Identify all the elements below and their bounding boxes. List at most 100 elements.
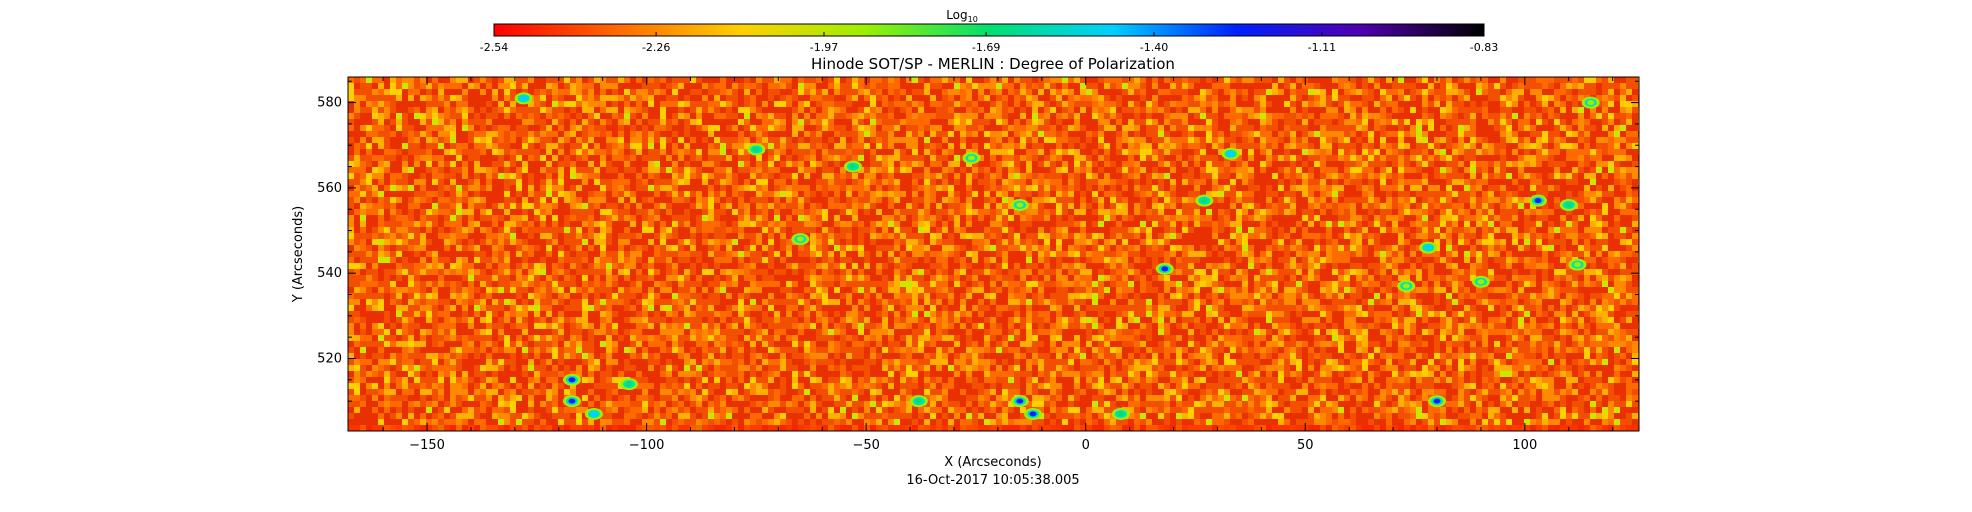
heatmap-cell	[390, 101, 396, 107]
heatmap-cell	[1332, 203, 1338, 209]
heatmap-cell	[1200, 185, 1206, 191]
heatmap-cell	[1494, 77, 1500, 83]
heatmap-cell	[1554, 95, 1560, 101]
heatmap-cell	[834, 95, 840, 101]
heatmap-cell	[1428, 167, 1434, 173]
heatmap-cell	[618, 197, 624, 203]
heatmap-cell	[1548, 191, 1554, 197]
heatmap-cell	[630, 77, 636, 83]
heatmap-cell	[828, 131, 834, 137]
heatmap-cell	[1092, 137, 1098, 143]
heatmap-cell	[1350, 101, 1356, 107]
heatmap-cell	[624, 155, 630, 161]
heatmap-cell	[1332, 209, 1338, 215]
heatmap-cell	[606, 119, 612, 125]
heatmap-cell	[456, 125, 462, 131]
heatmap-cell	[564, 77, 570, 83]
heatmap-cell	[1110, 107, 1116, 113]
heatmap-cell	[1152, 179, 1158, 185]
heatmap-cell	[1206, 191, 1212, 197]
heatmap-cell	[1122, 203, 1128, 209]
heatmap-cell	[1110, 113, 1116, 119]
heatmap-cell	[1446, 161, 1452, 167]
heatmap-cell	[816, 209, 822, 215]
heatmap-cell	[546, 89, 552, 95]
heatmap-cell	[1272, 89, 1278, 95]
heatmap-cell	[1212, 191, 1218, 197]
heatmap-cell	[1362, 185, 1368, 191]
heatmap-cell	[648, 191, 654, 197]
heatmap-cell	[1482, 83, 1488, 89]
heatmap-cell	[540, 131, 546, 137]
heatmap-cell	[738, 83, 744, 89]
heatmap-cell	[1506, 149, 1512, 155]
heatmap-cell	[1338, 155, 1344, 161]
heatmap-cell	[1320, 113, 1326, 119]
heatmap-cell	[1044, 101, 1050, 107]
heatmap-cell	[1374, 161, 1380, 167]
heatmap-cell	[420, 179, 426, 185]
heatmap-cell	[1410, 179, 1416, 185]
heatmap-cell	[600, 89, 606, 95]
heatmap-cell	[1434, 179, 1440, 185]
heatmap-cell	[882, 125, 888, 131]
heatmap-cell	[1554, 125, 1560, 131]
heatmap-cell	[1308, 197, 1314, 203]
heatmap-cell	[942, 209, 948, 215]
heatmap-cell	[1116, 191, 1122, 197]
heatmap-cell	[1170, 197, 1176, 203]
heatmap-cell	[540, 167, 546, 173]
heatmap-cell	[1098, 155, 1104, 161]
heatmap-cell	[1164, 197, 1170, 203]
heatmap-cell	[1416, 143, 1422, 149]
heatmap-cell	[1392, 155, 1398, 161]
heatmap-cell	[906, 95, 912, 101]
heatmap-cell	[1542, 167, 1548, 173]
heatmap-cell	[1284, 185, 1290, 191]
heatmap-cell	[612, 167, 618, 173]
heatmap-cell	[618, 137, 624, 143]
heatmap-cell	[852, 179, 858, 185]
heatmap-cell	[1620, 83, 1626, 89]
heatmap-cell	[696, 161, 702, 167]
heatmap-cell	[780, 119, 786, 125]
heatmap-cell	[480, 197, 486, 203]
heatmap-cell	[486, 107, 492, 113]
heatmap-cell	[1548, 209, 1554, 215]
heatmap-cell	[918, 77, 924, 83]
heatmap-cell	[1302, 125, 1308, 131]
heatmap-cell	[420, 77, 426, 83]
heatmap-cell	[1188, 167, 1194, 173]
heatmap-cell	[708, 161, 714, 167]
heatmap-cell	[468, 83, 474, 89]
heatmap-cell	[396, 167, 402, 173]
heatmap-cell	[702, 185, 708, 191]
heatmap-cell	[780, 203, 786, 209]
heatmap-cell	[378, 161, 384, 167]
heatmap-cell	[468, 131, 474, 137]
heatmap-cell	[834, 155, 840, 161]
heatmap-cell	[1398, 161, 1404, 167]
heatmap-cell	[774, 83, 780, 89]
heatmap-cell	[798, 107, 804, 113]
heatmap-cell	[450, 179, 456, 185]
heatmap-cell	[918, 131, 924, 137]
heatmap-cell	[612, 173, 618, 179]
heatmap-cell	[1422, 125, 1428, 131]
heatmap-cell	[660, 83, 666, 89]
heatmap-cell	[1248, 179, 1254, 185]
heatmap-cell	[360, 137, 366, 143]
heatmap-cell	[354, 203, 360, 209]
heatmap-cell	[1482, 107, 1488, 113]
heatmap-cell	[630, 161, 636, 167]
heatmap-cell	[1290, 113, 1296, 119]
heatmap-cell	[1110, 167, 1116, 173]
heatmap-cell	[672, 107, 678, 113]
heatmap-cell	[1032, 143, 1038, 149]
heatmap-cell	[1116, 101, 1122, 107]
heatmap-cell	[1458, 149, 1464, 155]
heatmap-cell	[618, 143, 624, 149]
heatmap-cell	[1560, 197, 1566, 203]
heatmap-cell	[1620, 161, 1626, 167]
heatmap-cell	[408, 95, 414, 101]
